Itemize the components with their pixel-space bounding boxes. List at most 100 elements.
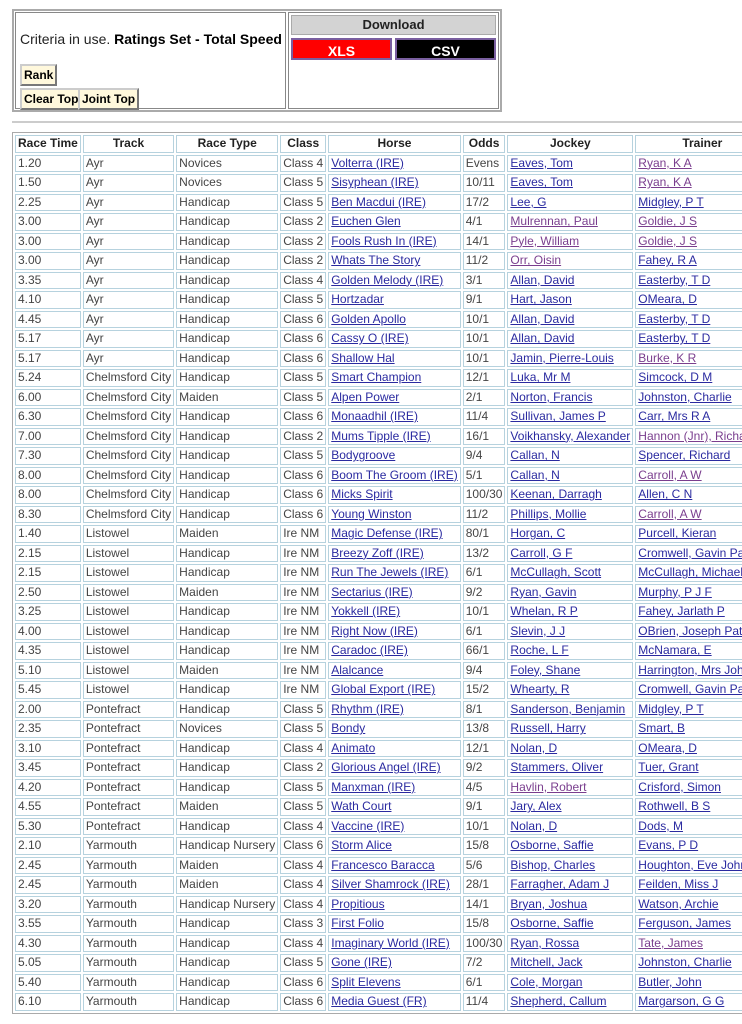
trainer-link[interactable]: Purcell, Kieran [638,526,717,541]
jockey-link[interactable]: Allan, David [510,311,575,326]
jockey-link[interactable]: Jamin, Pierre-Louis [510,350,614,365]
trainer-link[interactable]: OBrien, Joseph Patrick [638,623,742,638]
horse-link[interactable]: Magic Defense (IRE) [331,526,443,541]
horse-link[interactable]: Run The Jewels (IRE) [331,565,449,580]
jockey-link[interactable]: Carroll, G F [510,545,573,560]
jockey-link[interactable]: Phillips, Mollie [510,506,587,521]
trainer-link[interactable]: Evans, P D [638,838,699,853]
trainer-link[interactable]: Houghton, Eve Johnson [638,857,742,872]
horse-link[interactable]: Euchen Glen [331,214,401,229]
jockey-link[interactable]: Sanderson, Benjamin [510,701,626,716]
horse-link[interactable]: Breezy Zoff (IRE) [331,545,424,560]
trainer-link[interactable]: Burke, K R [638,350,697,365]
horse-link[interactable]: Smart Champion [331,370,422,385]
trainer-link[interactable]: McCullagh, Michael [638,565,742,580]
horse-link[interactable]: Alpen Power [331,389,400,404]
jockey-link[interactable]: Farragher, Adam J [510,877,610,892]
trainer-link[interactable]: Harrington, Mrs John [638,662,742,677]
horse-link[interactable]: Golden Melody (IRE) [331,272,444,287]
jockey-link[interactable]: Russell, Harry [510,721,586,736]
xls-download-button[interactable]: XLS [291,38,392,60]
horse-link[interactable]: Media Guest (FR) [331,994,427,1009]
trainer-link[interactable]: Crisford, Simon [638,779,721,794]
trainer-link[interactable]: Goldie, J S [638,233,697,248]
horse-link[interactable]: Shallow Hal [331,350,395,365]
horse-link[interactable]: Micks Spirit [331,487,393,502]
horse-link[interactable]: Ben Macdui (IRE) [331,194,426,209]
trainer-link[interactable]: Easterby, T D [638,272,711,287]
trainer-link[interactable]: Carroll, A W [638,467,702,482]
joint-top-button[interactable]: Joint Top [78,88,140,110]
jockey-link[interactable]: Eaves, Tom [510,155,573,170]
horse-link[interactable]: Silver Shamrock (IRE) [331,877,450,892]
trainer-link[interactable]: Fahey, Jarlath P [638,604,725,619]
trainer-link[interactable]: McNamara, E [638,643,712,658]
horse-link[interactable]: Right Now (IRE) [331,623,418,638]
jockey-link[interactable]: Mulrennan, Paul [510,214,598,229]
trainer-link[interactable]: Johnston, Charlie [638,389,732,404]
trainer-link[interactable]: Easterby, T D [638,331,711,346]
trainer-link[interactable]: Johnston, Charlie [638,955,732,970]
trainer-link[interactable]: Cromwell, Gavin Patrick [638,545,742,560]
jockey-link[interactable]: Callan, N [510,467,560,482]
horse-link[interactable]: Boom The Groom (IRE) [331,467,458,482]
jockey-link[interactable]: Bishop, Charles [510,857,596,872]
jockey-link[interactable]: Callan, N [510,448,560,463]
trainer-link[interactable]: Spencer, Richard [638,448,731,463]
horse-link[interactable]: Volterra (IRE) [331,155,404,170]
jockey-link[interactable]: Allan, David [510,272,575,287]
jockey-link[interactable]: Nolan, D [510,740,558,755]
horse-link[interactable]: Bondy [331,721,366,736]
horse-link[interactable]: Storm Alice [331,838,392,853]
csv-download-button[interactable]: CSV [395,38,496,60]
jockey-link[interactable]: Pyle, William [510,233,580,248]
horse-link[interactable]: Hortzadar [331,292,384,307]
jockey-link[interactable]: Whelan, R P [510,604,578,619]
jockey-link[interactable]: Bryan, Joshua [510,896,588,911]
horse-link[interactable]: Yokkell (IRE) [331,604,401,619]
horse-link[interactable]: Vaccine (IRE) [331,818,405,833]
horse-link[interactable]: Whats The Story [331,253,421,268]
jockey-link[interactable]: Eaves, Tom [510,175,573,190]
horse-link[interactable]: Sectarius (IRE) [331,584,413,599]
jockey-link[interactable]: Osborne, Saffie [510,916,594,931]
horse-link[interactable]: Alalcance [331,662,384,677]
trainer-link[interactable]: OMeara, D [638,740,697,755]
jockey-link[interactable]: Hart, Jason [510,292,572,307]
trainer-link[interactable]: Cromwell, Gavin Patrick [638,682,742,697]
trainer-link[interactable]: Ferguson, James [638,916,731,931]
horse-link[interactable]: Fools Rush In (IRE) [331,233,437,248]
trainer-link[interactable]: Allen, C N [638,487,693,502]
horse-link[interactable]: Francesco Baracca [331,857,435,872]
jockey-link[interactable]: Jary, Alex [510,799,562,814]
jockey-link[interactable]: Sullivan, James P [510,409,606,424]
trainer-link[interactable]: Easterby, T D [638,311,711,326]
jockey-link[interactable]: Allan, David [510,331,575,346]
trainer-link[interactable]: Watson, Archie [638,896,719,911]
jockey-link[interactable]: Horgan, C [510,526,566,541]
jockey-link[interactable]: Luka, Mr M [510,370,571,385]
horse-link[interactable]: Young Winston [331,506,412,521]
clear-top-button[interactable]: Clear Top [20,88,83,110]
trainer-link[interactable]: Smart, B [638,721,685,736]
trainer-link[interactable]: Fahey, R A [638,253,697,268]
trainer-link[interactable]: Ryan, K A [638,175,692,190]
jockey-link[interactable]: Keenan, Darragh [510,487,602,502]
trainer-link[interactable]: OMeara, D [638,292,697,307]
trainer-link[interactable]: Margarson, G G [638,994,725,1009]
horse-link[interactable]: Glorious Angel (IRE) [331,760,441,775]
trainer-link[interactable]: Tate, James [638,935,703,950]
horse-link[interactable]: Bodygroove [331,448,396,463]
horse-link[interactable]: Mums Tipple (IRE) [331,428,431,443]
trainer-link[interactable]: Rothwell, B S [638,799,711,814]
jockey-link[interactable]: Osborne, Saffie [510,838,594,853]
trainer-link[interactable]: Hannon (Jnr), Richard [638,428,742,443]
jockey-link[interactable]: Slevin, J J [510,623,566,638]
jockey-link[interactable]: Norton, Francis [510,389,593,404]
jockey-link[interactable]: McCullagh, Scott [510,565,602,580]
horse-link[interactable]: Global Export (IRE) [331,682,436,697]
jockey-link[interactable]: Foley, Shane [510,662,581,677]
trainer-link[interactable]: Feilden, Miss J [638,877,719,892]
jockey-link[interactable]: Ryan, Gavin [510,584,577,599]
jockey-link[interactable]: Mitchell, Jack [510,955,583,970]
